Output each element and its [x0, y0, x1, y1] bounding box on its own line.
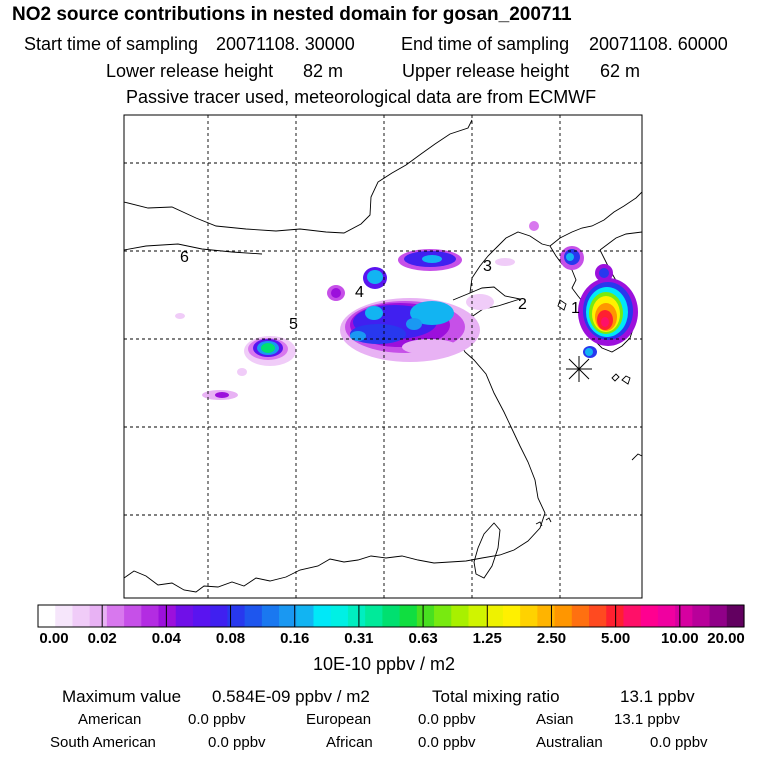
colorbar-cell [623, 605, 642, 627]
colorbar-cell [279, 605, 297, 627]
colorbar-cell [330, 605, 349, 627]
colorbar-tick-label: 0.31 [344, 630, 374, 647]
colorbar-cell [158, 605, 177, 627]
upper-height-label: Upper release height [402, 61, 570, 81]
region-name-european: European [306, 711, 372, 728]
map-frame [123, 114, 643, 599]
start-time-value: 20071108. 30000 [216, 34, 355, 54]
region-value-european: 0.0 ppbv [418, 711, 476, 728]
colorbar-tick-label: 2.50 [536, 630, 567, 647]
colorbar-cell [244, 605, 263, 627]
colorbar-cell [589, 605, 607, 627]
colorbar-cell [175, 605, 194, 627]
colorbar-cell [313, 605, 332, 627]
region-value-south-american: 0.0 ppbv [208, 734, 266, 751]
colorbar-tick-label: 0.00 [39, 630, 69, 647]
source-label-6: 6 [180, 249, 189, 266]
source-label-1: 1 [571, 300, 580, 317]
colorbar-cell [416, 605, 435, 627]
colorbar-cell [726, 605, 745, 627]
colorbar-cell [192, 605, 211, 627]
max-value-label: Maximum value [62, 687, 182, 706]
colorbar-cell [640, 605, 659, 627]
colorbar-cell [124, 605, 142, 627]
upper-height-value: 62 m [600, 61, 641, 81]
colorbar-cell [399, 605, 418, 627]
source-label-5: 5 [289, 316, 298, 333]
colorbar-cell [227, 605, 246, 627]
colorbar-cell [347, 605, 366, 627]
colorbar-cell [520, 605, 538, 627]
colorbar-cell [38, 605, 56, 627]
colorbar-units: 10E-10 ppbv / m2 [312, 654, 456, 674]
page-title: NO2 source contributions in nested domai… [12, 4, 572, 25]
colorbar-cell [141, 605, 160, 627]
colorbar-cell [106, 605, 125, 627]
region-value-african: 0.0 ppbv [418, 734, 476, 751]
colorbar-cell [692, 605, 711, 627]
colorbar-tick-label: 20.00 [707, 630, 745, 647]
colorbar-tick-label: 5.00 [601, 630, 631, 647]
colorbar [38, 605, 745, 627]
lower-height-label: Lower release height [106, 61, 274, 81]
colorbar-tick-label: 0.16 [280, 630, 310, 647]
colorbar-cell [89, 605, 108, 627]
colorbar-tick-label: 10.00 [661, 630, 699, 647]
colorbar-cell [537, 605, 556, 627]
max-value: 0.584E-09 ppbv / m2 [212, 687, 370, 706]
colorbar-cell [675, 605, 693, 627]
total-mixing-value: 13.1 ppbv [620, 687, 695, 706]
colorbar-tick-label: 0.08 [215, 630, 246, 647]
colorbar-border [37, 604, 745, 628]
colorbar-tick-label: 0.02 [87, 630, 117, 647]
region-value-american: 0.0 ppbv [188, 711, 246, 728]
colorbar-cell [571, 605, 590, 627]
region-name-american: American [78, 711, 142, 728]
colorbar-tick-label: 0.04 [151, 630, 181, 647]
colorbar-cell [261, 605, 280, 627]
colorbar-cell [554, 605, 573, 627]
colorbar-tick-label: 0.63 [408, 630, 438, 647]
colorbar-cell [72, 605, 91, 627]
model-note: Passive tracer used, meteorological data… [126, 87, 597, 107]
region-value-asian: 13.1 ppbv [614, 711, 680, 728]
colorbar-cell [296, 605, 315, 627]
region-name-asian: Asian [536, 711, 574, 728]
source-label-2: 2 [518, 296, 527, 313]
colorbar-cell [657, 605, 676, 627]
region-name-african: African [326, 734, 373, 751]
colorbar-cell [55, 605, 74, 627]
receptor-star-icon [566, 356, 592, 382]
colorbar-cell [451, 605, 470, 627]
end-time-label: End time of sampling [401, 34, 570, 54]
colorbar-cell [210, 605, 229, 627]
region-name-australian: Australian [536, 734, 603, 751]
colorbar-cell [365, 605, 383, 627]
concentration-field [175, 221, 638, 400]
colorbar-cell [709, 605, 728, 627]
colorbar-cell [502, 605, 521, 627]
colorbar-cell [468, 605, 487, 627]
colorbar-cell [382, 605, 401, 627]
colorbar-cell [434, 605, 452, 627]
colorbar-tick-label: 1.25 [472, 630, 502, 647]
total-mixing-label: Total mixing ratio [432, 687, 560, 706]
colorbar-cell [485, 605, 504, 627]
lat-lon-grid [124, 115, 642, 598]
end-time-value: 20071108. 60000 [589, 34, 728, 54]
source-label-3: 3 [483, 258, 492, 275]
lower-height-value: 82 m [303, 61, 344, 81]
region-name-south-american: South American [50, 734, 156, 751]
start-time-label: Start time of sampling [24, 34, 199, 54]
region-value-australian: 0.0 ppbv [650, 734, 708, 751]
source-label-4: 4 [355, 284, 364, 301]
